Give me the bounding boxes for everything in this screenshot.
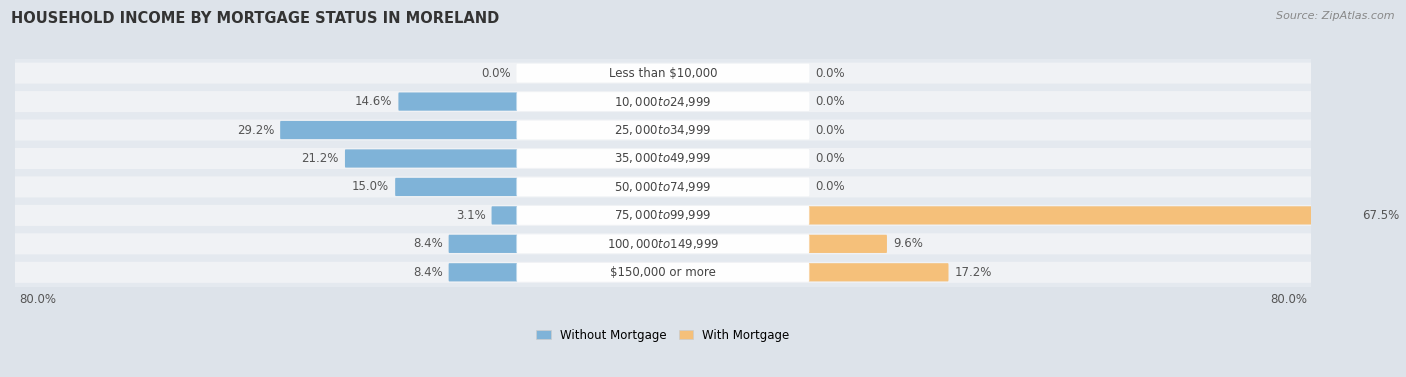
FancyBboxPatch shape (492, 206, 517, 225)
FancyBboxPatch shape (516, 64, 810, 83)
Text: 17.2%: 17.2% (955, 266, 991, 279)
Text: 8.4%: 8.4% (413, 266, 443, 279)
Text: $75,000 to $99,999: $75,000 to $99,999 (614, 208, 711, 222)
FancyBboxPatch shape (516, 234, 810, 253)
FancyBboxPatch shape (14, 262, 1312, 283)
Text: 0.0%: 0.0% (815, 67, 845, 80)
FancyBboxPatch shape (398, 92, 517, 111)
FancyBboxPatch shape (344, 149, 517, 168)
FancyBboxPatch shape (395, 178, 517, 196)
Text: 0.0%: 0.0% (815, 95, 845, 108)
FancyBboxPatch shape (14, 233, 1312, 254)
Text: 9.6%: 9.6% (893, 238, 922, 250)
FancyBboxPatch shape (0, 144, 1327, 173)
Text: 29.2%: 29.2% (236, 124, 274, 136)
FancyBboxPatch shape (808, 206, 1355, 225)
Text: 0.0%: 0.0% (815, 124, 845, 136)
Text: 67.5%: 67.5% (1362, 209, 1399, 222)
FancyBboxPatch shape (14, 120, 1312, 141)
FancyBboxPatch shape (0, 201, 1327, 230)
FancyBboxPatch shape (516, 121, 810, 139)
FancyBboxPatch shape (14, 91, 1312, 112)
Text: $35,000 to $49,999: $35,000 to $49,999 (614, 152, 711, 166)
FancyBboxPatch shape (516, 92, 810, 111)
Legend: Without Mortgage, With Mortgage: Without Mortgage, With Mortgage (533, 325, 793, 345)
Text: 3.1%: 3.1% (456, 209, 485, 222)
Text: 15.0%: 15.0% (352, 181, 389, 193)
FancyBboxPatch shape (516, 178, 810, 196)
FancyBboxPatch shape (0, 258, 1327, 287)
Text: 8.4%: 8.4% (413, 238, 443, 250)
FancyBboxPatch shape (449, 235, 517, 253)
FancyBboxPatch shape (808, 263, 949, 281)
FancyBboxPatch shape (808, 235, 887, 253)
Text: 0.0%: 0.0% (481, 67, 510, 80)
Text: $100,000 to $149,999: $100,000 to $149,999 (607, 237, 718, 251)
Text: 0.0%: 0.0% (815, 181, 845, 193)
FancyBboxPatch shape (0, 87, 1327, 116)
FancyBboxPatch shape (280, 121, 517, 139)
Text: 0.0%: 0.0% (815, 152, 845, 165)
FancyBboxPatch shape (14, 176, 1312, 198)
FancyBboxPatch shape (0, 59, 1327, 87)
FancyBboxPatch shape (14, 205, 1312, 226)
FancyBboxPatch shape (449, 263, 517, 281)
Text: $150,000 or more: $150,000 or more (610, 266, 716, 279)
Text: Source: ZipAtlas.com: Source: ZipAtlas.com (1277, 11, 1395, 21)
FancyBboxPatch shape (516, 263, 810, 282)
Text: $50,000 to $74,999: $50,000 to $74,999 (614, 180, 711, 194)
FancyBboxPatch shape (0, 173, 1327, 201)
FancyBboxPatch shape (14, 148, 1312, 169)
Text: Less than $10,000: Less than $10,000 (609, 67, 717, 80)
Text: $10,000 to $24,999: $10,000 to $24,999 (614, 95, 711, 109)
FancyBboxPatch shape (0, 230, 1327, 258)
FancyBboxPatch shape (516, 149, 810, 168)
FancyBboxPatch shape (516, 206, 810, 225)
Text: HOUSEHOLD INCOME BY MORTGAGE STATUS IN MORELAND: HOUSEHOLD INCOME BY MORTGAGE STATUS IN M… (11, 11, 499, 26)
Text: $25,000 to $34,999: $25,000 to $34,999 (614, 123, 711, 137)
Text: 21.2%: 21.2% (301, 152, 339, 165)
Text: 80.0%: 80.0% (1270, 293, 1306, 306)
Text: 80.0%: 80.0% (20, 293, 56, 306)
Text: 14.6%: 14.6% (356, 95, 392, 108)
FancyBboxPatch shape (14, 63, 1312, 84)
FancyBboxPatch shape (0, 116, 1327, 144)
